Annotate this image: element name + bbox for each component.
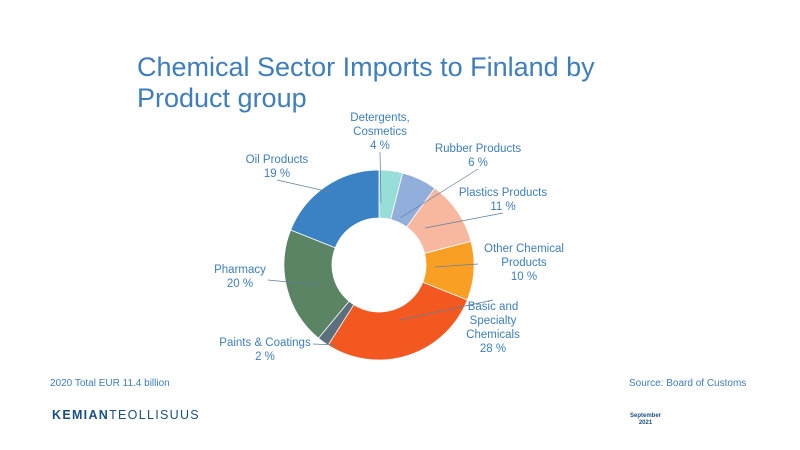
slice-label: Plastics Products 11 %: [459, 187, 547, 213]
slice-label: Detergents, Cosmetics 4 %: [350, 112, 409, 152]
date-month: September: [629, 413, 661, 419]
logo-regular-text: TEOLLISUUS: [109, 408, 200, 422]
date-year: 2021: [638, 420, 653, 426]
source-note: Source: Board of Customs: [629, 378, 747, 389]
company-logo: KEMIANTEOLLISUUS: [52, 408, 200, 422]
leader-line: [312, 343, 337, 346]
slice-oil-products: [290, 169, 380, 249]
logo-bold-text: KEMIAN: [52, 408, 110, 422]
date-stamp: September 2021: [618, 413, 673, 427]
leader-line: [399, 168, 479, 219]
total-note: 2020 Total EUR 11.4 billion: [50, 378, 170, 389]
slice-label: Rubber Products 6 %: [435, 143, 522, 169]
slice-basic-and-specialty-chemicals: [327, 281, 468, 361]
leader-line: [267, 279, 319, 286]
slice-label: Oil Products 19 %: [246, 154, 309, 180]
leader-line: [399, 299, 494, 321]
leader-line: [379, 151, 382, 204]
chart-title: Chemical Sector Imports to Finland by Pr…: [137, 52, 595, 113]
leader-line: [434, 263, 479, 268]
slice-label: Other Chemical Products 10 %: [484, 243, 564, 283]
slice-label: Pharmacy 20 %: [214, 264, 266, 290]
leader-line: [276, 179, 331, 193]
slice-label: Basic and Specialty Chemicals 28 %: [466, 301, 520, 355]
leader-line: [424, 212, 504, 229]
slice-label: Paints & Coatings 2 %: [219, 337, 311, 363]
